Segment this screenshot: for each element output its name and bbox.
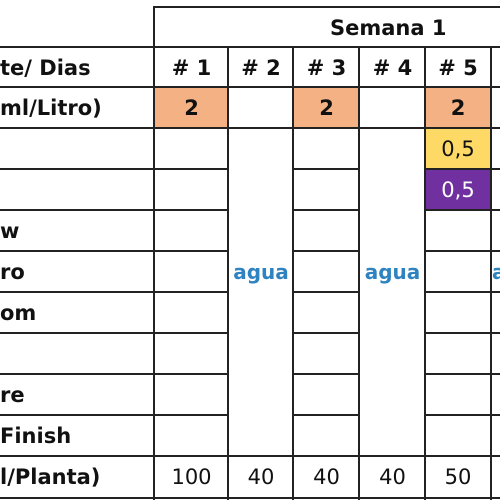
grid-hline (0, 291, 229, 293)
row-label-om: om (0, 301, 37, 325)
grid-vline (490, 46, 492, 500)
grid-hline (0, 86, 500, 88)
row-label-finish: Finish (0, 424, 72, 448)
total-day4[interactable]: 40 (379, 465, 406, 489)
grid-vline (358, 46, 360, 500)
dose-value: 2 (184, 96, 199, 120)
water-label-day2: agua (233, 260, 289, 284)
dose-cell-day5[interactable]: 2 (426, 88, 490, 128)
grid-hline (424, 373, 500, 375)
total-day1[interactable]: 100 (171, 465, 212, 489)
dose-cell-day1[interactable]: 2 (155, 88, 228, 128)
total-day2[interactable]: 40 (247, 465, 275, 489)
day-header-1[interactable]: # 1 (171, 56, 212, 80)
grid-vline (424, 46, 426, 500)
day-header-2[interactable]: # 2 (241, 56, 281, 80)
grid-hline (292, 373, 360, 375)
grid-hline (424, 168, 500, 170)
header-label: te/ Dias (0, 56, 91, 80)
grid-hline (424, 250, 500, 252)
grid-hline (0, 455, 500, 457)
grid-hline (0, 168, 229, 170)
grid-hline (0, 497, 500, 499)
total-day5[interactable]: 50 (444, 465, 472, 489)
row-label-dose: ml/Litro) (0, 96, 102, 120)
water-label-partial: a (492, 260, 500, 284)
water-label-day4: agua (364, 260, 421, 284)
grid-vline (292, 46, 294, 500)
grid-hline (0, 414, 229, 416)
grid-hline (292, 291, 360, 293)
grid-vline (153, 6, 155, 500)
dose-cell-day3[interactable]: 2 (294, 88, 359, 128)
dose-value: 2 (319, 96, 334, 120)
dose-value: 2 (450, 96, 466, 120)
grid-hline (0, 332, 229, 334)
row-label-ro: ro (0, 260, 25, 284)
day-header-4[interactable]: # 4 (372, 56, 413, 80)
grid-hline (424, 332, 500, 334)
grid-hline (0, 373, 229, 375)
row-label-w: w (0, 219, 20, 243)
purple-value: 0,5 (441, 178, 475, 202)
grid-hline (292, 414, 360, 416)
grid-hline (0, 46, 500, 48)
yellow-cell-day5[interactable]: 0,5 (426, 129, 490, 169)
grid-hline (0, 127, 500, 129)
grid-hline (0, 209, 229, 211)
grid-vline (227, 46, 229, 500)
grid-hline (424, 291, 500, 293)
day-header-5[interactable]: # 5 (438, 56, 478, 80)
row-label-total: l/Planta) (0, 465, 101, 489)
grid-hline (292, 332, 360, 334)
grid-hline (153, 6, 500, 8)
day-header-3[interactable]: # 3 (306, 56, 347, 80)
grid-hline (424, 414, 500, 416)
purple-cell-day5[interactable]: 0,5 (426, 170, 490, 210)
row-label-re: re (0, 383, 25, 407)
grid-hline (424, 209, 500, 211)
grid-hline (292, 168, 360, 170)
grid-hline (292, 250, 360, 252)
total-day3[interactable]: 40 (313, 465, 340, 489)
yellow-value: 0,5 (441, 137, 475, 161)
grid-hline (292, 209, 360, 211)
week-title: Semana 1 (330, 16, 447, 40)
grid-hline (0, 250, 229, 252)
